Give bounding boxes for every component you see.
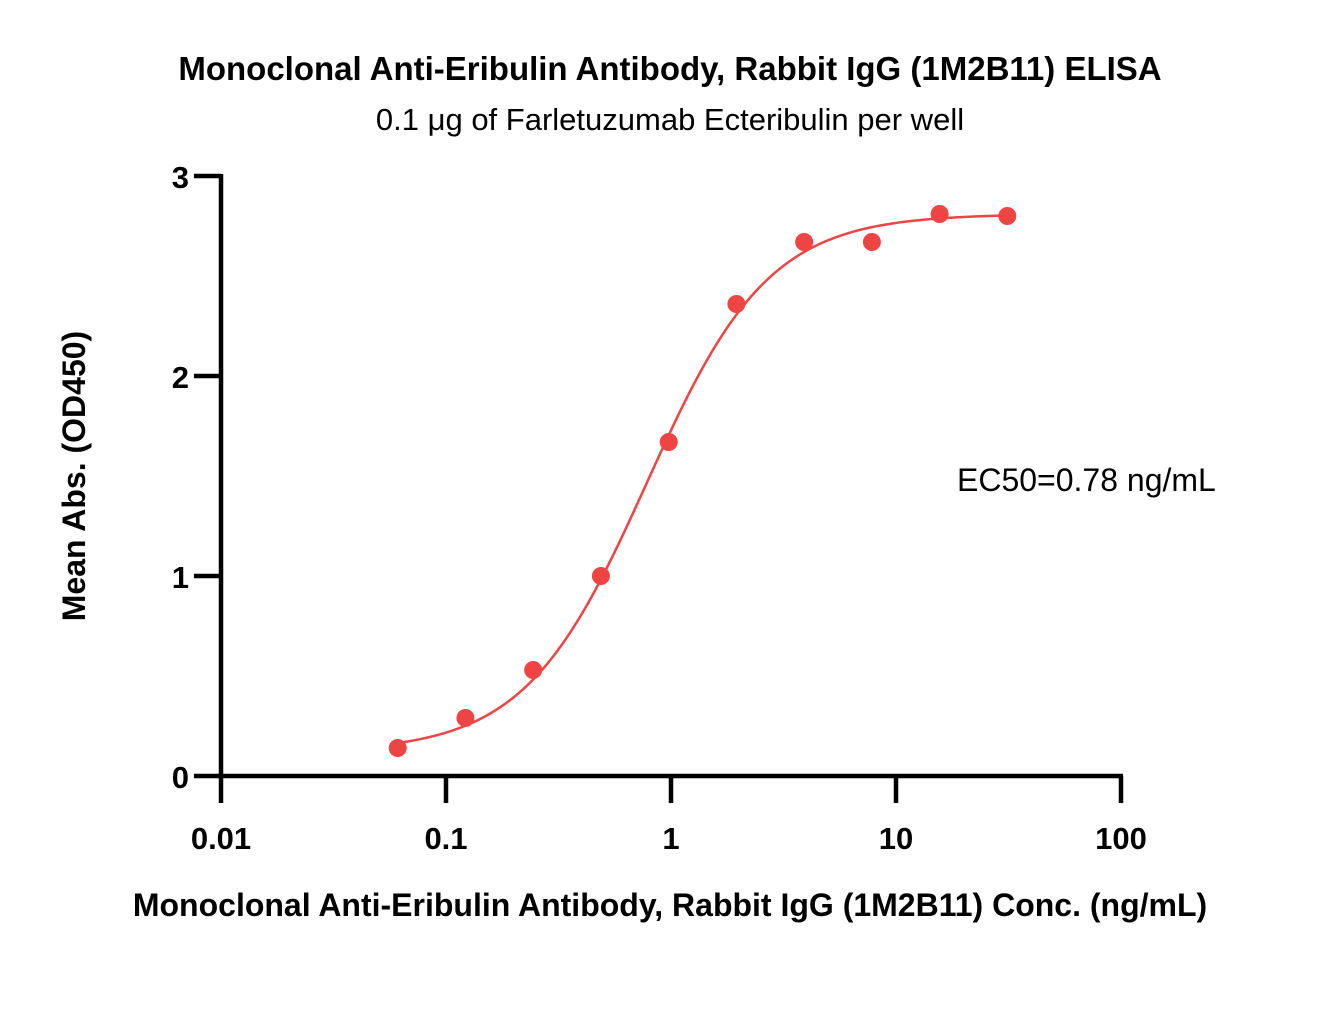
chart-subtitle: 0.1 μg of Farletuzumab Ecteribulin per w… bbox=[376, 102, 964, 137]
data-point bbox=[591, 567, 610, 585]
data-point bbox=[524, 661, 543, 679]
y-axis-ticks: 0 1 2 3 bbox=[172, 160, 221, 795]
data-point bbox=[795, 233, 814, 251]
fit-curve bbox=[397, 214, 1008, 745]
y-tick-label: 3 bbox=[172, 160, 189, 195]
y-axis-label: Mean Abs. (OD450) bbox=[56, 331, 92, 621]
x-tick-label: 1 bbox=[662, 821, 679, 856]
y-tick-label: 1 bbox=[172, 560, 189, 595]
y-tick-label: 2 bbox=[172, 360, 189, 395]
data-point bbox=[930, 205, 949, 223]
data-points bbox=[388, 205, 1017, 757]
data-point bbox=[388, 739, 407, 757]
x-axis-ticks: 0.01 0.1 1 10 100 bbox=[191, 776, 1147, 856]
data-point bbox=[998, 207, 1017, 225]
x-axis-label: Monoclonal Anti-Eribulin Antibody, Rabbi… bbox=[133, 887, 1207, 923]
ec50-annotation: EC50=0.78 ng/mL bbox=[957, 462, 1216, 498]
data-point bbox=[456, 709, 475, 727]
data-point bbox=[727, 295, 746, 313]
data-point bbox=[862, 233, 881, 251]
chart-title: Monoclonal Anti-Eribulin Antibody, Rabbi… bbox=[178, 50, 1161, 87]
x-tick-label: 10 bbox=[879, 821, 913, 856]
x-tick-label: 100 bbox=[1095, 821, 1147, 856]
data-point bbox=[659, 433, 678, 451]
x-tick-label: 0.1 bbox=[424, 821, 467, 856]
fit-curve-layer bbox=[397, 214, 1008, 745]
x-tick-label: 0.01 bbox=[191, 821, 251, 856]
y-tick-label: 0 bbox=[172, 760, 189, 795]
